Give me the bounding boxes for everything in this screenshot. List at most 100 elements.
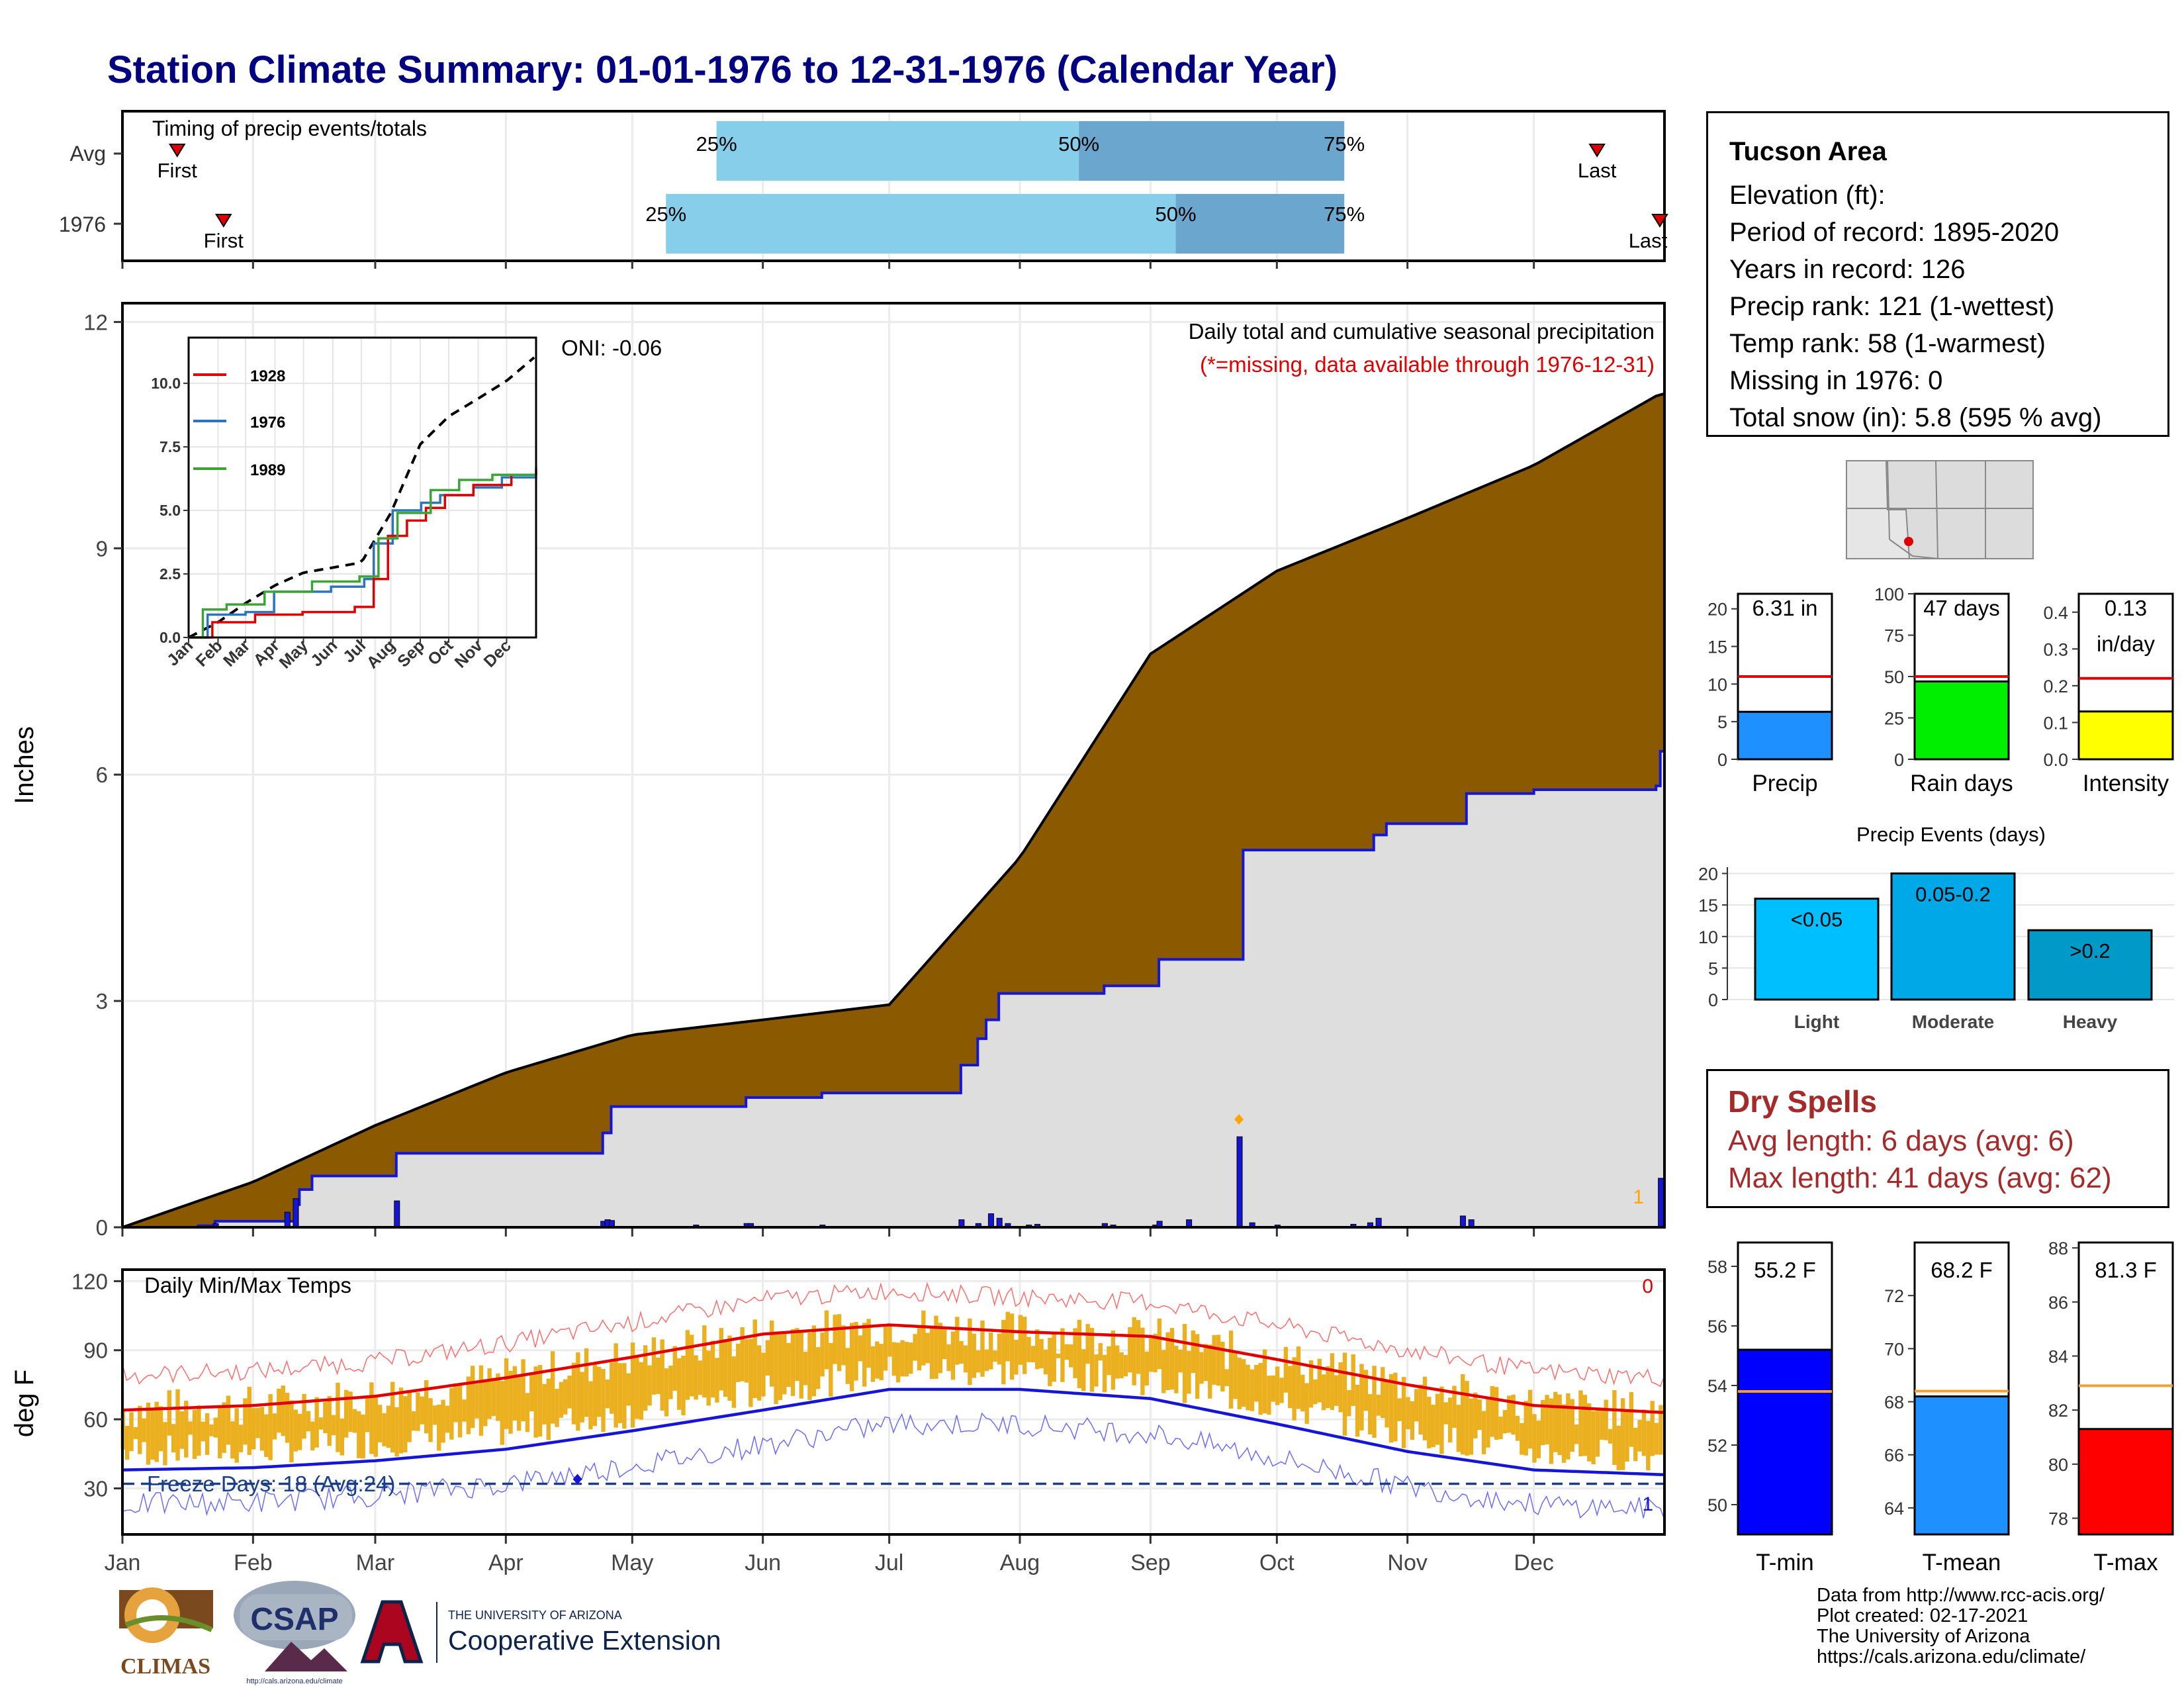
cumulative-1976-area: [122, 751, 1664, 1227]
daily-temp-bar: [1532, 1414, 1537, 1463]
daily-temp-bar: [1355, 1384, 1360, 1437]
daily-temp-bar: [1026, 1336, 1031, 1362]
daily-temp-bar: [774, 1331, 778, 1405]
temp-ylabel: deg F: [10, 1370, 39, 1437]
daily-temp-bar: [909, 1342, 913, 1374]
summary-ytick-label: 0.3: [2043, 639, 2068, 659]
daily-temp-bar: [1461, 1374, 1465, 1455]
daily-temp-bar: [466, 1376, 471, 1434]
daily-temp-bar: [1009, 1313, 1015, 1380]
record-high-line: [122, 1282, 1665, 1387]
daily-temp-bar: [1477, 1399, 1482, 1430]
daily-temp-bar: [626, 1373, 631, 1406]
daily-temp-bar: [310, 1421, 315, 1451]
daily-temp-bar: [1427, 1397, 1432, 1448]
daily-temp-bar: [605, 1379, 610, 1409]
timing-bar-25-50: [666, 194, 1176, 254]
daily-temp-bar: [496, 1373, 500, 1421]
daily-temp-bar: [643, 1345, 648, 1411]
month-label: Jun: [745, 1550, 781, 1575]
daily-temp-bar: [437, 1404, 441, 1451]
daily-temp-bar: [950, 1331, 956, 1380]
daily-temp-bar: [1048, 1337, 1052, 1387]
daily-temp-bar: [596, 1366, 602, 1417]
precip-events-chart: Precip Events (days) <0.05 Light 0.05-0.2 M…: [1698, 823, 2174, 1032]
daily-temp-bar: [416, 1392, 420, 1431]
daily-temp-bar: [1102, 1354, 1107, 1393]
daily-temp-bar: [740, 1327, 745, 1382]
daily-temp-bar: [1490, 1385, 1494, 1437]
daily-temp-bar: [622, 1363, 627, 1429]
timing-p75-label: 75%: [1324, 203, 1365, 226]
daily-temp-bar: [727, 1335, 732, 1401]
daily-temp-bar: [1237, 1357, 1242, 1409]
daily-temp-bar: [1283, 1346, 1289, 1393]
daily-temp-bar: [377, 1405, 383, 1442]
daily-temp-bar: [1313, 1379, 1318, 1405]
daily-temp-bar: [993, 1350, 997, 1362]
daily-temp-bar: [989, 1333, 993, 1370]
daily-temp-bar: [929, 1329, 934, 1380]
temp-chart: 30 60 90 120 Jan Feb Mar Apr May Jun Jul Aug Sep Oct…: [10, 1268, 1666, 1575]
avg-min-line: [122, 1387, 1664, 1476]
daily-temp-bar: [1620, 1398, 1625, 1470]
daily-temp-bar: [647, 1365, 652, 1406]
daily-temp-bar: [786, 1342, 791, 1387]
timing-p25-label: 25%: [645, 203, 686, 226]
daily-temp-bar: [1300, 1374, 1305, 1412]
daily-temp-bar: [719, 1328, 723, 1391]
month-label: Jan: [105, 1550, 141, 1575]
daily-temp-bar: [1566, 1393, 1570, 1460]
credit-line: Data from http://www.rcc-acis.org/: [1817, 1585, 2105, 1606]
temp-summary-bar: [1913, 1395, 2010, 1536]
daily-temp-bar: [1481, 1411, 1486, 1454]
daily-temp-bar: [146, 1402, 151, 1465]
oni-value: ONI: -0.06: [561, 336, 662, 360]
daily-temp-bar: [357, 1411, 361, 1458]
daily-temp-bar: [630, 1342, 635, 1428]
daily-temp-bar: [883, 1325, 888, 1371]
daily-temp-bar: [934, 1315, 938, 1379]
first-marker: [215, 214, 232, 228]
daily-temp-bar: [218, 1407, 222, 1459]
info-line: Precip rank: 121 (1-wettest): [1729, 292, 2055, 321]
daily-temp-bar: [1022, 1317, 1027, 1374]
temp-summary-value: 55.2 F: [1754, 1258, 1816, 1282]
month-label: Sep: [1130, 1550, 1171, 1575]
daily-temp-bar: [1435, 1393, 1440, 1445]
daily-temp-bar: [1578, 1390, 1583, 1457]
daily-temp-bar: [1347, 1389, 1351, 1417]
summary-value-label: 47 days: [1923, 596, 2000, 620]
daily-temp-bar: [803, 1352, 808, 1385]
summary-value-label: 6.31 in: [1752, 596, 1817, 620]
temp-summary-value: 68.2 F: [1931, 1258, 1993, 1282]
temp-summary-ytick-label: 64: [1884, 1499, 1904, 1519]
temp-summary-axis-label: T-mean: [1923, 1550, 2001, 1575]
temp-summary-ytick-label: 78: [2048, 1509, 2068, 1529]
timing-panel-label: Timing of precip events/totals: [152, 117, 427, 140]
timing-bar-50-75: [1175, 194, 1345, 254]
daily-temp-bar: [281, 1385, 285, 1436]
daily-temp-bar: [778, 1334, 783, 1400]
last-label: Last: [1629, 229, 1668, 252]
temp-summary-ytick-label: 72: [1884, 1286, 1904, 1306]
daily-temp-bar: [617, 1363, 623, 1423]
daily-temp-bar: [197, 1405, 201, 1456]
daily-temp-bar: [487, 1368, 492, 1419]
daily-temp-bar: [491, 1378, 496, 1417]
daily-temp-bar: [525, 1393, 530, 1432]
daily-temp-bar: [289, 1400, 294, 1463]
daily-temp-bar: [1030, 1346, 1036, 1362]
daily-temp-bar: [1553, 1391, 1558, 1452]
daily-temp-bar: [1254, 1364, 1259, 1402]
daily-temp-bar: [1511, 1394, 1516, 1435]
daily-temp-bar: [428, 1398, 433, 1442]
daily-temp-bar: [1410, 1401, 1415, 1440]
daily-temp-bar: [361, 1414, 365, 1459]
daily-temp-bar: [938, 1323, 943, 1374]
temp-ytick-label: 90: [83, 1338, 108, 1363]
daily-temp-bar: [799, 1331, 803, 1399]
daily-temp-bar: [829, 1342, 833, 1397]
daily-temp-bar: [1381, 1367, 1385, 1419]
daily-temp-bar: [1629, 1392, 1634, 1447]
